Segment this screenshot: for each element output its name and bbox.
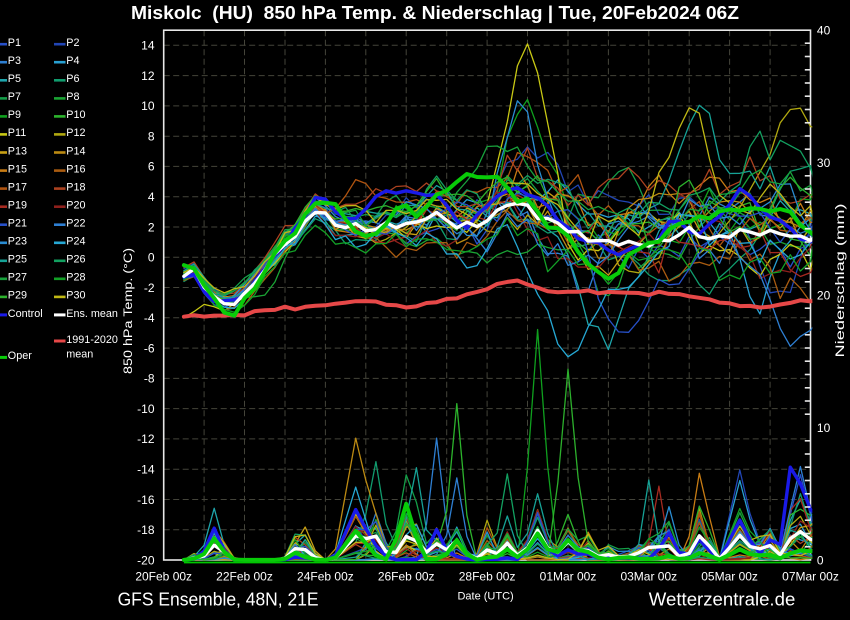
svg-text:P26: P26 [66, 254, 85, 266]
svg-text:P15: P15 [8, 163, 27, 175]
svg-text:P6: P6 [66, 73, 79, 85]
svg-text:mean: mean [66, 348, 93, 360]
svg-text:GFS Ensemble, 48N, 21E: GFS Ensemble, 48N, 21E [118, 590, 319, 610]
svg-text:Wetterzentrale.de: Wetterzentrale.de [649, 590, 796, 610]
svg-text:Ens. mean: Ens. mean [66, 308, 118, 320]
svg-text:22Feb 00z: 22Feb 00z [216, 570, 273, 584]
svg-text:P7: P7 [8, 91, 21, 103]
svg-text:P9: P9 [8, 109, 21, 121]
svg-text:P13: P13 [8, 145, 27, 157]
svg-text:P4: P4 [66, 55, 79, 67]
svg-text:-14: -14 [137, 463, 155, 477]
svg-text:03Mar 00z: 03Mar 00z [620, 570, 677, 584]
svg-text:26Feb 00z: 26Feb 00z [378, 570, 435, 584]
svg-text:-4: -4 [144, 311, 155, 325]
svg-text:-20: -20 [137, 553, 155, 567]
svg-text:P2: P2 [66, 37, 79, 49]
svg-text:850 hPa Temp. (°C): 850 hPa Temp. (°C) [123, 248, 135, 374]
svg-text:20Feb 00z: 20Feb 00z [135, 570, 192, 584]
svg-text:-8: -8 [144, 372, 155, 386]
svg-text:P22: P22 [66, 218, 85, 230]
svg-text:4: 4 [148, 190, 155, 204]
svg-text:-18: -18 [137, 523, 155, 537]
svg-text:-16: -16 [137, 493, 155, 507]
svg-text:12: 12 [141, 69, 155, 83]
svg-text:8: 8 [148, 130, 155, 144]
svg-text:Oper: Oper [8, 350, 32, 362]
svg-text:P5: P5 [8, 73, 21, 85]
svg-text:P20: P20 [66, 200, 85, 212]
svg-text:01Mar 00z: 01Mar 00z [540, 570, 597, 584]
svg-text:Date (UTC): Date (UTC) [457, 591, 513, 603]
svg-text:-10: -10 [137, 402, 155, 416]
svg-text:-12: -12 [137, 432, 155, 446]
svg-text:0: 0 [817, 553, 824, 567]
svg-text:6: 6 [148, 160, 155, 174]
svg-text:P27: P27 [8, 272, 27, 284]
svg-text:20: 20 [817, 288, 831, 302]
svg-text:-2: -2 [144, 281, 155, 295]
svg-text:P19: P19 [8, 200, 27, 212]
svg-text:P12: P12 [66, 127, 85, 139]
svg-text:Miskolc (HU) 850 hPa Temp. &: Miskolc (HU) 850 hPa Temp. & Niederschla… [131, 3, 739, 23]
svg-text:P23: P23 [8, 236, 27, 248]
svg-text:0: 0 [148, 251, 155, 265]
svg-text:05Mar 00z: 05Mar 00z [701, 570, 758, 584]
svg-text:14: 14 [141, 39, 155, 53]
svg-text:10: 10 [141, 99, 155, 113]
svg-text:28Feb 00z: 28Feb 00z [459, 570, 516, 584]
svg-text:P16: P16 [66, 163, 85, 175]
svg-text:P14: P14 [66, 145, 85, 157]
svg-text:07Mar 00z: 07Mar 00z [782, 570, 839, 584]
svg-text:P3: P3 [8, 55, 21, 67]
svg-text:Niederschlag (mm): Niederschlag (mm) [835, 203, 847, 357]
svg-text:30: 30 [817, 156, 831, 170]
svg-text:P29: P29 [8, 290, 27, 302]
svg-text:P30: P30 [66, 290, 85, 302]
svg-text:P8: P8 [66, 91, 79, 103]
svg-text:24Feb 00z: 24Feb 00z [297, 570, 354, 584]
svg-text:Control: Control [8, 308, 43, 320]
svg-text:10: 10 [817, 421, 831, 435]
svg-text:2: 2 [148, 220, 155, 234]
svg-text:P17: P17 [8, 181, 27, 193]
svg-text:P21: P21 [8, 218, 27, 230]
svg-text:1991-2020: 1991-2020 [66, 334, 118, 346]
svg-text:P1: P1 [8, 37, 21, 49]
svg-text:P28: P28 [66, 272, 85, 284]
svg-text:P24: P24 [66, 236, 85, 248]
svg-text:P18: P18 [66, 181, 85, 193]
svg-text:40: 40 [817, 23, 831, 37]
svg-text:-6: -6 [144, 341, 155, 355]
svg-text:P11: P11 [8, 127, 26, 139]
svg-text:P10: P10 [66, 109, 85, 121]
svg-text:P25: P25 [8, 254, 27, 266]
